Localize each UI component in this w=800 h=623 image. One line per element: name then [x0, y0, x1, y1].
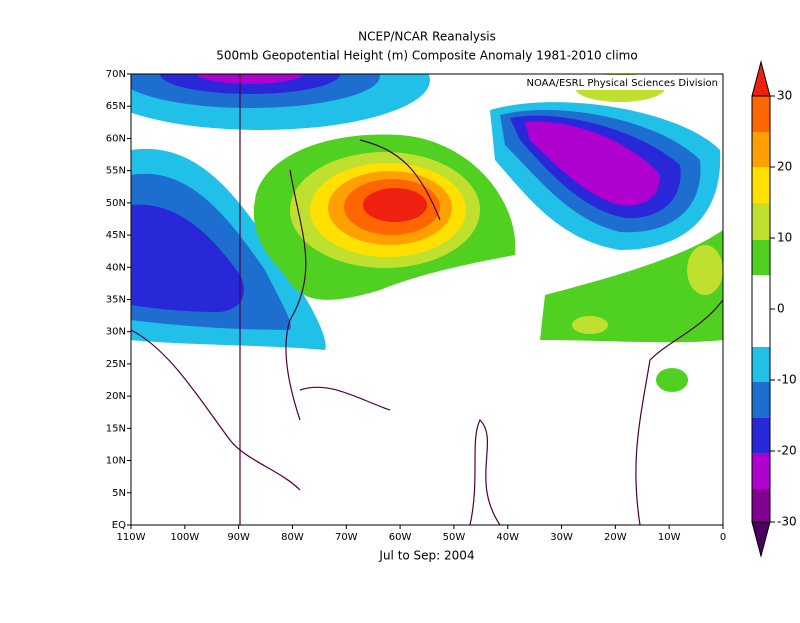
lat-label: 35N — [106, 295, 126, 306]
lon-label: 10W — [658, 532, 681, 543]
contour — [572, 316, 608, 334]
colorbar-band — [752, 453, 770, 489]
colorbar-label: 10 — [777, 231, 792, 245]
colorbar-label: -30 — [777, 515, 797, 529]
lat-label: 70N — [106, 69, 126, 80]
lon-label: 70W — [335, 532, 358, 543]
contour — [540, 230, 723, 343]
colorbar-label: -20 — [777, 444, 797, 458]
colorbar-band — [752, 382, 770, 418]
lat-label: 5N — [112, 488, 126, 499]
lat-label: 65N — [106, 101, 126, 112]
lat-label: 20N — [106, 391, 126, 402]
colorbar — [751, 60, 771, 558]
contour — [195, 74, 305, 84]
lon-label: 80W — [281, 532, 304, 543]
colorbar-band — [752, 240, 770, 275]
colorbar-label: 0 — [777, 302, 785, 316]
colorbar-label: 30 — [777, 89, 792, 103]
credit-box — [495, 75, 722, 90]
lat-label: 40N — [106, 262, 126, 273]
lat-label: EQ — [112, 520, 126, 531]
lat-label: 15N — [106, 423, 126, 434]
lon-label: 90W — [227, 532, 250, 543]
colorbar-band — [752, 132, 770, 167]
colorbar-label: -10 — [777, 373, 797, 387]
colorbar-arrow — [751, 521, 771, 558]
lon-label: 110W — [117, 532, 146, 543]
lat-label: 25N — [106, 359, 126, 370]
colorbar-band — [752, 167, 770, 203]
coastline — [131, 139, 723, 525]
colorbar-band — [752, 489, 770, 522]
lon-label: 20W — [604, 532, 627, 543]
lon-label: 100W — [170, 532, 199, 543]
colorbar-band — [752, 203, 770, 240]
lat-label: 10N — [106, 456, 126, 467]
period-label: Jul to Sep: 2004 — [378, 549, 474, 563]
lat-label: 45N — [106, 230, 126, 241]
lat-label: 60N — [106, 133, 126, 144]
lon-label: 60W — [389, 532, 412, 543]
colorbar-band — [752, 96, 770, 132]
credit: NOAA/ESRL Physical Sciences Division — [527, 78, 719, 89]
colorbar-label: 20 — [777, 160, 792, 174]
colorbar-band — [752, 418, 770, 453]
contour — [525, 121, 660, 206]
lon-label: 0 — [720, 532, 726, 543]
lat-label: 55N — [106, 166, 126, 177]
lat-label: 50N — [106, 198, 126, 209]
contour — [363, 188, 427, 222]
colorbar-band — [752, 275, 770, 347]
contour — [131, 204, 244, 312]
subtitle: 500mb Geopotential Height (m) Composite … — [216, 49, 637, 63]
colorbar-arrow — [751, 60, 771, 97]
lon-label: 40W — [496, 532, 519, 543]
contour — [687, 245, 723, 295]
lat-label: 30N — [106, 327, 126, 338]
colorbar-band — [752, 347, 770, 382]
title: NCEP/NCAR Reanalysis — [358, 30, 496, 44]
lon-label: 50W — [443, 532, 466, 543]
anomaly-field — [131, 74, 723, 525]
lon-label: 30W — [550, 532, 573, 543]
contour — [656, 368, 688, 392]
